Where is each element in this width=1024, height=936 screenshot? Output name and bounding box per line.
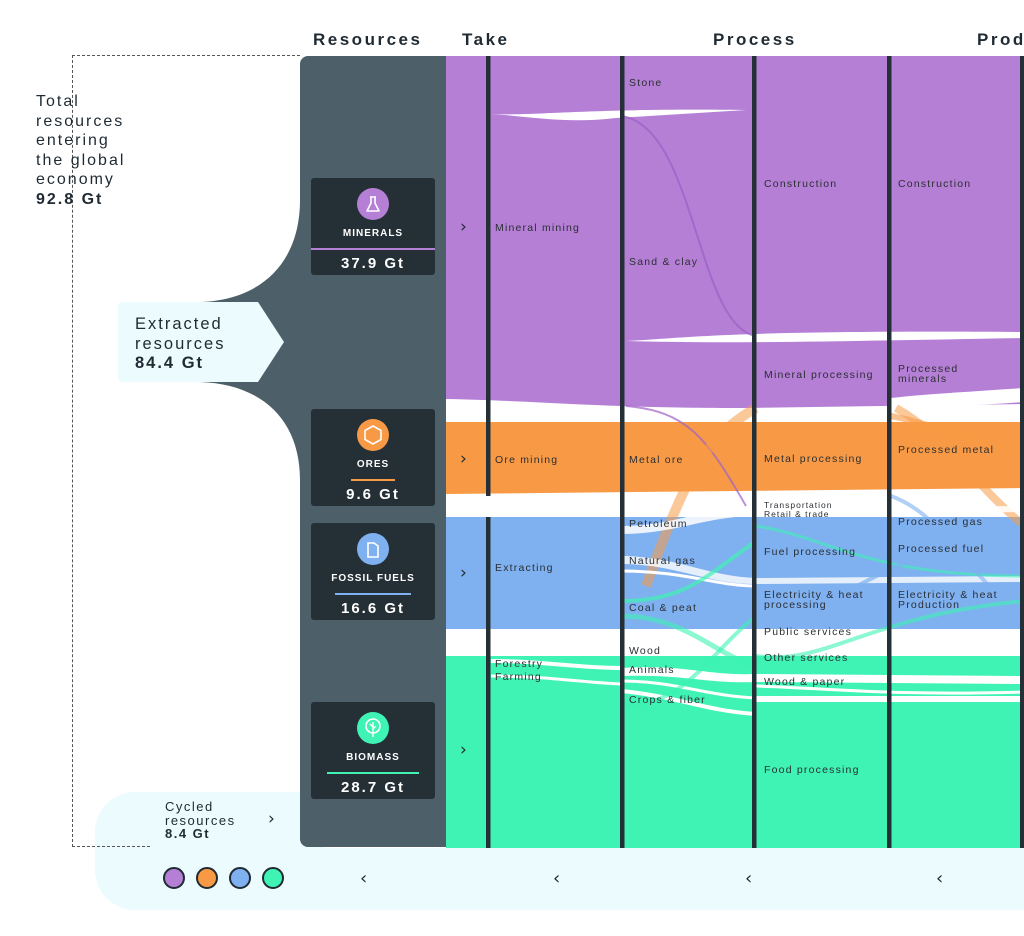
expand-minerals-chevron-icon[interactable]: › xyxy=(460,217,467,237)
legend-biomass-leaf-icon[interactable] xyxy=(262,867,284,889)
node-stone[interactable]: Stone xyxy=(629,77,663,89)
node-sand-clay[interactable]: Sand & clay xyxy=(629,256,699,268)
node-extracting[interactable]: Extracting xyxy=(495,562,554,574)
node-forestry[interactable]: Forestry xyxy=(495,658,544,670)
node-retail-trade[interactable]: Retail & trade xyxy=(764,509,830,519)
node-processed-metal[interactable]: Processed metal xyxy=(898,444,995,456)
node-mineral-mining[interactable]: Mineral mining xyxy=(495,222,581,234)
sankey-flow-diagram xyxy=(446,56,1024,848)
resource-card-fossil-fuels[interactable]: FOSSIL FUELS 16.6 Gt xyxy=(311,523,435,620)
node-transportation[interactable]: Transportation xyxy=(764,500,833,510)
resource-label-biomass: BIOMASS xyxy=(346,752,400,763)
band-biomass xyxy=(446,656,1024,848)
legend-ores-hexagon-icon[interactable] xyxy=(196,867,218,889)
collapse-take-chevron-icon[interactable]: ‹ xyxy=(553,868,561,889)
resource-card-biomass[interactable]: BIOMASS 28.7 Gt xyxy=(311,702,435,799)
expand-fossil-fuels-chevron-icon[interactable]: › xyxy=(460,563,467,583)
legend-minerals-flask-icon[interactable] xyxy=(163,867,185,889)
total-resources-value: 92.8 Gt xyxy=(36,190,104,208)
resource-card-ores[interactable]: ORES 9.6 Gt xyxy=(311,409,435,506)
bracket-left xyxy=(72,55,73,847)
node-processed-gas[interactable]: Processed gas xyxy=(898,516,984,528)
node-other-services[interactable]: Other services xyxy=(764,652,849,664)
node-electricity-heat-processing[interactable]: Electricity & heat processing xyxy=(764,589,864,611)
cycled-resources-tab[interactable] xyxy=(95,792,325,848)
resource-bar-minerals xyxy=(311,248,435,250)
node-processed-minerals[interactable]: Processed minerals xyxy=(898,363,959,385)
node-mineral-processing[interactable]: Mineral processing xyxy=(764,369,874,381)
expand-ores-chevron-icon[interactable]: › xyxy=(460,449,467,469)
cycled-resources-label: Cycled resources 8.4 Gt xyxy=(165,799,236,841)
canister-icon xyxy=(357,533,389,565)
total-resources-label: Total resources entering the global econ… xyxy=(36,93,126,208)
node-wood[interactable]: Wood xyxy=(629,645,662,657)
node-natural-gas[interactable]: Natural gas xyxy=(629,555,696,567)
node-food-processing[interactable]: Food processing xyxy=(764,764,860,776)
node-metal-ore[interactable]: Metal ore xyxy=(629,454,684,466)
node-coal-peat[interactable]: Coal & peat xyxy=(629,602,698,614)
resource-label-minerals: MINERALS xyxy=(342,228,404,239)
resource-bar-fossil-fuels xyxy=(335,593,411,595)
node-electricity-heat-production[interactable]: Electricity & heat Production xyxy=(898,589,998,611)
leaf-icon xyxy=(357,712,389,744)
node-ore-mining[interactable]: Ore mining xyxy=(495,454,559,466)
band-fossil-fuels xyxy=(446,517,1024,629)
collapse-produce-chevron-icon[interactable]: ‹ xyxy=(936,868,944,889)
collapse-resources-chevron-icon[interactable]: ‹ xyxy=(360,868,368,889)
resource-value-biomass: 28.7 Gt xyxy=(340,779,406,796)
resource-value-fossil-fuels: 16.6 Gt xyxy=(340,600,406,617)
node-fuel-processing[interactable]: Fuel processing xyxy=(764,546,857,558)
legend-fossil-fuels-canister-icon[interactable] xyxy=(229,867,251,889)
cycled-expand-chevron-icon[interactable]: › xyxy=(268,809,275,829)
header-process: Process xyxy=(713,30,797,49)
node-crops-fiber[interactable]: Crops & fiber xyxy=(629,694,706,706)
node-produce-construction[interactable]: Construction xyxy=(898,178,972,190)
flask-icon xyxy=(357,188,389,220)
expand-biomass-chevron-icon[interactable]: › xyxy=(460,740,467,760)
extracted-resources-callout xyxy=(118,302,284,382)
node-farming[interactable]: Farming xyxy=(495,671,542,683)
bracket-bottom xyxy=(72,846,150,847)
node-public-services[interactable]: Public services xyxy=(764,626,853,638)
header-resources: Resources xyxy=(313,30,423,49)
node-process-construction[interactable]: Construction xyxy=(764,178,838,190)
node-wood-paper[interactable]: Wood & paper xyxy=(764,676,846,688)
header-take: Take xyxy=(462,30,510,49)
node-processed-fuel[interactable]: Processed fuel xyxy=(898,543,985,555)
cycled-resources-value: 8.4 Gt xyxy=(165,826,211,841)
resource-value-minerals: 37.9 Gt xyxy=(340,255,406,272)
header-produce: Prod xyxy=(977,30,1024,49)
resource-value-ores: 9.6 Gt xyxy=(346,486,400,503)
node-petroleum[interactable]: Petroleum xyxy=(629,518,688,530)
extracted-resources-value: 84.4 Gt xyxy=(135,354,205,372)
hexagon-icon xyxy=(357,419,389,451)
node-animals[interactable]: Animals xyxy=(629,664,675,676)
bracket-top xyxy=(72,55,300,56)
resource-bar-ores xyxy=(351,479,395,481)
resource-card-minerals[interactable]: MINERALS 37.9 Gt xyxy=(311,178,435,275)
collapse-process-chevron-icon[interactable]: ‹ xyxy=(745,868,753,889)
resource-label-ores: ORES xyxy=(356,459,390,470)
node-metal-processing[interactable]: Metal processing xyxy=(764,453,863,465)
extracted-resources-label: Extracted resources 84.4 Gt xyxy=(135,315,226,372)
resource-bar-biomass xyxy=(327,772,419,774)
resource-label-fossil-fuels: FOSSIL FUELS xyxy=(331,573,415,584)
